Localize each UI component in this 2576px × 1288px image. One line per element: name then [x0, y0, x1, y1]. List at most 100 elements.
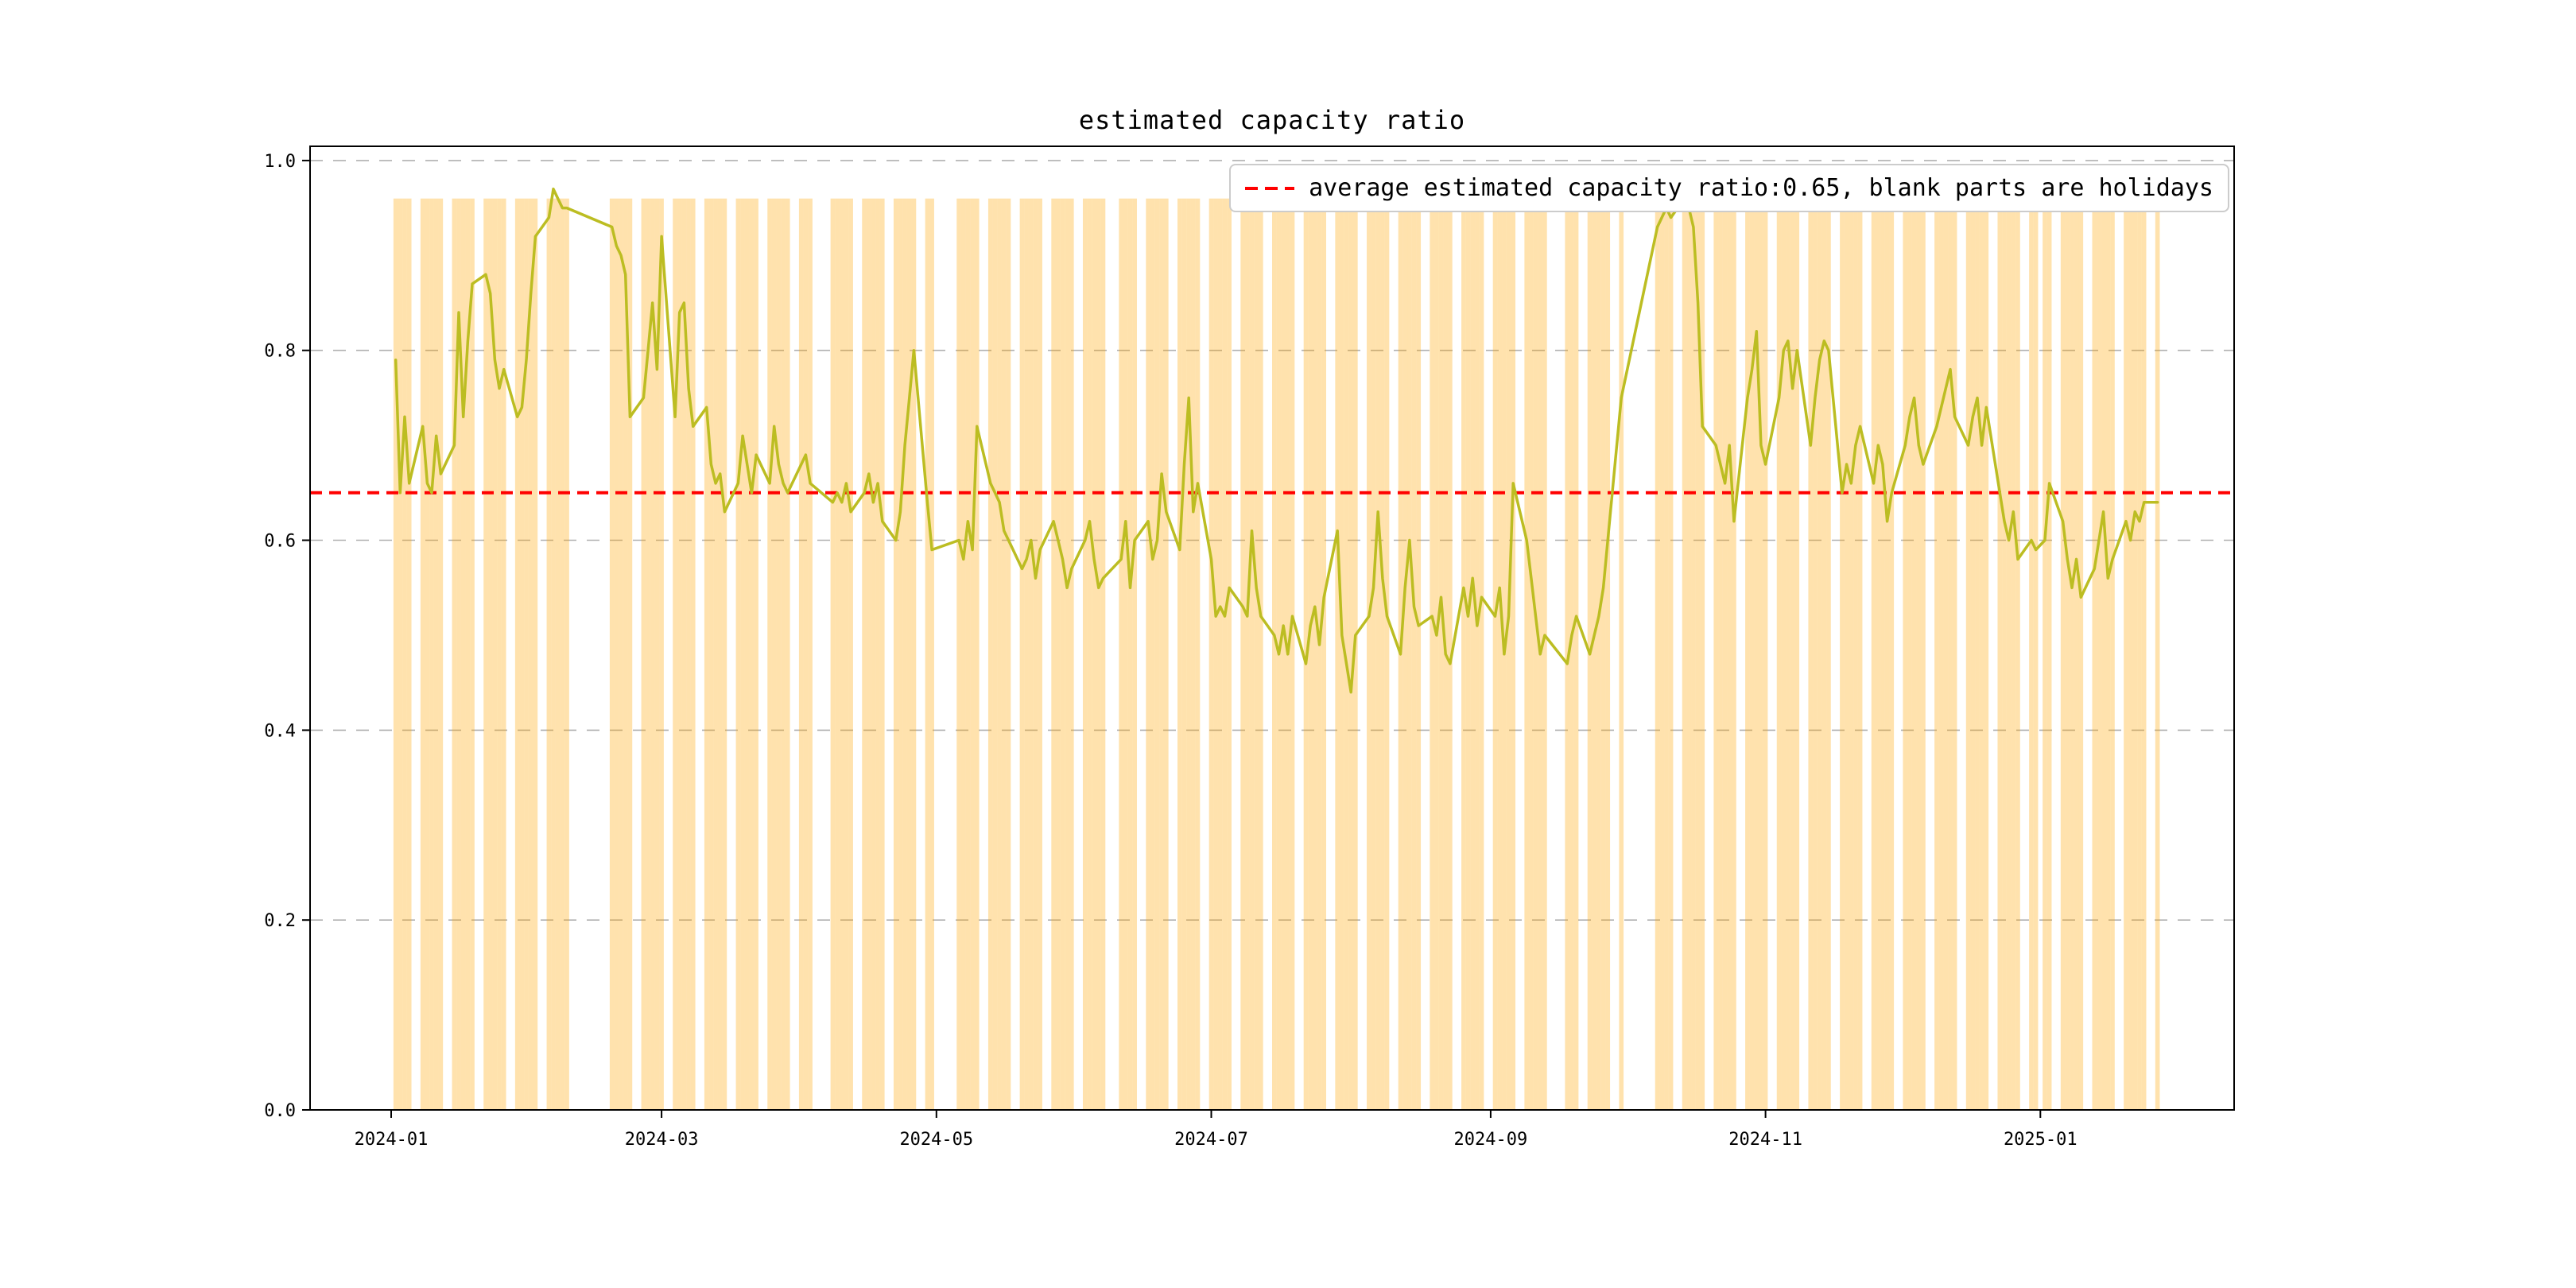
workday-band — [1916, 198, 1922, 1111]
workday-band — [1997, 198, 2003, 1111]
workday-band — [1181, 198, 1187, 1111]
workday-band — [555, 198, 561, 1111]
workday-band — [992, 198, 998, 1111]
workday-band — [1497, 198, 1503, 1111]
workday-band — [1619, 198, 1624, 1111]
workday-band — [1060, 198, 1065, 1111]
y-tick-label: 1.0 — [264, 152, 296, 172]
workday-band — [1159, 198, 1164, 1111]
workday-band — [2078, 198, 2084, 1111]
workday-band — [1065, 198, 1069, 1111]
workday-band — [1979, 198, 1984, 1111]
workday-band — [911, 198, 917, 1111]
workday-band — [1461, 198, 1466, 1111]
workday-band — [438, 198, 444, 1111]
workday-band — [524, 198, 529, 1111]
workday-band — [1880, 198, 1885, 1111]
x-tick-label: 2024-11 — [1728, 1130, 1802, 1150]
workday-band — [1371, 198, 1376, 1111]
workday-band — [902, 198, 907, 1111]
workday-band — [1907, 198, 1912, 1111]
workday-band — [1849, 198, 1854, 1111]
workday-band — [1542, 198, 1547, 1111]
workday-band — [1154, 198, 1160, 1111]
workday-band — [1367, 198, 1371, 1111]
workday-band — [781, 198, 786, 1111]
workday-band — [1943, 198, 1949, 1111]
workday-band — [1416, 198, 1422, 1111]
workday-band — [1353, 198, 1358, 1111]
workday-band — [1033, 198, 1038, 1111]
workday-band — [1272, 198, 1277, 1111]
legend-dashed-line-icon — [1245, 186, 1295, 190]
workday-band — [1195, 198, 1201, 1111]
workday-band — [1348, 198, 1354, 1111]
workday-band — [898, 198, 903, 1111]
workday-band — [1840, 198, 1845, 1111]
y-tick-label: 0.2 — [264, 911, 296, 931]
workday-band — [925, 198, 930, 1111]
workday-band — [1529, 198, 1534, 1111]
workday-band — [1903, 198, 1908, 1111]
workday-band — [717, 198, 723, 1111]
workday-band — [1313, 198, 1317, 1111]
workday-band — [1281, 198, 1286, 1111]
workday-band — [1911, 198, 1917, 1111]
workday-band — [1686, 198, 1692, 1111]
workday-band — [1190, 198, 1196, 1111]
workday-band — [1087, 198, 1092, 1111]
workday-band — [2141, 198, 2147, 1111]
workday-band — [871, 198, 876, 1111]
workday-band — [492, 198, 498, 1111]
workday-band — [690, 198, 696, 1111]
workday-band — [830, 198, 836, 1111]
workday-band — [1082, 198, 1088, 1111]
workday-band — [1132, 198, 1137, 1111]
workday-band — [614, 198, 619, 1111]
workday-band — [456, 198, 461, 1111]
workday-band — [1217, 198, 1223, 1111]
workday-band — [1948, 198, 1953, 1111]
workday-band — [906, 198, 912, 1111]
workday-band — [997, 198, 1002, 1111]
workday-band — [1119, 198, 1123, 1111]
workday-band — [2101, 198, 2106, 1111]
workday-band — [1069, 198, 1074, 1111]
workday-band — [798, 198, 804, 1111]
workday-band — [965, 198, 971, 1111]
workday-band — [974, 198, 980, 1111]
workday-band — [713, 198, 718, 1111]
workday-band — [1754, 198, 1759, 1111]
workday-band — [1019, 198, 1025, 1111]
workday-band — [1813, 198, 1818, 1111]
workday-band — [646, 198, 650, 1111]
workday-band — [879, 198, 885, 1111]
workday-band — [564, 198, 569, 1111]
workday-band — [893, 198, 898, 1111]
workday-band — [1668, 198, 1674, 1111]
y-tick-label: 0.6 — [264, 532, 296, 552]
workday-band — [704, 198, 709, 1111]
workday-band — [1682, 198, 1687, 1111]
workday-band — [1749, 198, 1755, 1111]
workday-band — [1470, 198, 1476, 1111]
workday-band — [2011, 198, 2016, 1111]
workday-band — [487, 198, 493, 1111]
workday-band — [740, 198, 745, 1111]
workday-band — [2155, 198, 2160, 1111]
workday-band — [754, 198, 758, 1111]
workday-band — [429, 198, 434, 1111]
workday-band — [1722, 198, 1728, 1111]
workday-band — [1786, 198, 1790, 1111]
workday-band — [1321, 198, 1327, 1111]
workday-band — [2065, 198, 2070, 1111]
workday-band — [1434, 198, 1439, 1111]
workday-band — [708, 198, 714, 1111]
workday-band — [1871, 198, 1876, 1111]
workday-band — [1375, 198, 1381, 1111]
workday-band — [1146, 198, 1150, 1111]
workday-band — [844, 198, 849, 1111]
workday-band — [1249, 198, 1255, 1111]
workday-band — [862, 198, 867, 1111]
